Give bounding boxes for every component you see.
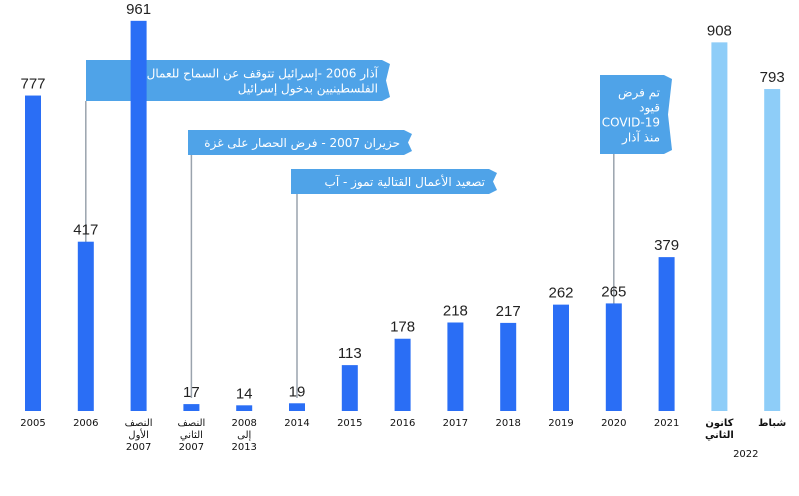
bar	[447, 322, 464, 411]
value-label: 265	[601, 283, 626, 300]
annotation-text: الفلسطينيين بدخول إسرائيل	[238, 82, 378, 97]
annotation-text: حزيران 2007 - فرض الحصار على غزة	[204, 136, 400, 151]
bar	[500, 322, 517, 411]
x-tick-label: 2008	[231, 418, 256, 429]
x-tick-label: النصف	[125, 418, 153, 429]
x-tick-label: الأول	[128, 428, 149, 441]
annotation-text: تصعيد الأعمال القتالية تموز - آب	[325, 174, 485, 190]
bar	[658, 257, 675, 411]
value-label: 113	[338, 345, 362, 362]
value-label: 217	[496, 303, 521, 320]
value-label: 908	[707, 22, 732, 39]
annotation-box	[291, 169, 497, 194]
annotation-box	[188, 130, 412, 155]
x-tick-label: 2013	[231, 442, 256, 453]
annotation-leaders	[85, 101, 615, 398]
value-label: 961	[126, 1, 151, 18]
value-label: 262	[548, 285, 573, 302]
value-label: 14	[236, 385, 253, 402]
bars	[25, 20, 781, 412]
value-label: 19	[289, 383, 306, 400]
x-tick-label: 2016	[390, 418, 415, 429]
x-tick-label: 2007	[179, 442, 204, 453]
x-tick-label: 2019	[548, 418, 573, 429]
value-label: 793	[760, 69, 785, 86]
annotation-text: COVID-19	[602, 116, 660, 130]
bar	[77, 241, 94, 411]
annotation-text: تم فرض	[618, 86, 660, 101]
x-tick-label: النصف	[177, 418, 205, 429]
value-labels: 777 417 961 17 14 19 113 178 218 217 262 265 379 908 7…	[20, 1, 784, 402]
annotation-callouts: آذار 2006 -إسرائيل تتوقف عن السماح للعما…	[86, 60, 672, 194]
value-label: 777	[20, 76, 45, 93]
bar	[130, 20, 147, 412]
x-tick-label: إلى	[237, 430, 251, 441]
bar	[764, 89, 781, 412]
x-tick-label: 2014	[284, 418, 309, 429]
bar	[341, 365, 358, 411]
annotation-box	[86, 60, 390, 101]
annotation-text: آذار 2006 -إسرائيل تتوقف عن السماح للعما…	[147, 66, 379, 82]
group-label: 2022	[733, 449, 758, 460]
x-tick-label: 2017	[443, 418, 468, 429]
x-tick-label: الثاني	[705, 430, 734, 441]
bar	[183, 404, 200, 411]
value-label: 17	[183, 384, 200, 401]
value-label: 379	[654, 237, 679, 254]
value-label: 178	[390, 319, 415, 336]
x-tick-label: 2020	[601, 418, 626, 429]
bar	[289, 403, 305, 411]
value-label: 417	[73, 222, 98, 239]
x-tick-label: 2006	[73, 418, 98, 429]
x-tick-label: الثاني	[180, 430, 203, 441]
x-tick-label: شباط	[758, 418, 786, 429]
annotation-text: قيود	[639, 101, 660, 116]
x-axis-labels: 2005 2006 النصفالأول2007النصفالثاني2007200…	[20, 418, 786, 460]
x-tick-label: 2005	[20, 418, 45, 429]
bar	[553, 304, 569, 411]
x-tick-label: كانون	[705, 418, 733, 429]
value-label: 218	[443, 302, 468, 319]
x-tick-label: 2021	[654, 418, 679, 429]
bar	[394, 338, 411, 411]
bar	[236, 405, 253, 411]
x-tick-label: 2007	[126, 442, 151, 453]
bar	[25, 95, 41, 412]
x-tick-label: 2018	[495, 418, 520, 429]
annotation-box	[600, 75, 672, 154]
x-tick-label: 2015	[337, 418, 362, 429]
annotation-text: منذ آذار	[621, 130, 660, 146]
bar	[711, 42, 728, 412]
bar	[605, 303, 622, 411]
